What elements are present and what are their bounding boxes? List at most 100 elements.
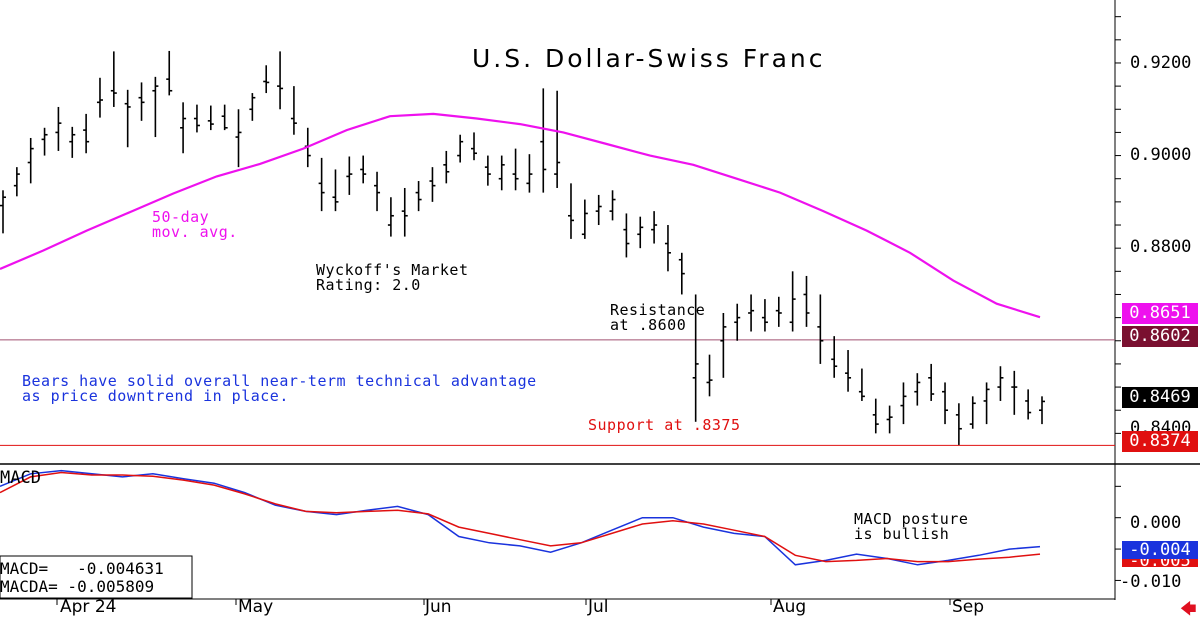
ma-label: 50-day mov. avg.	[152, 208, 238, 241]
macd-note: MACD posture is bullish	[854, 510, 969, 543]
price-bar	[886, 405, 893, 434]
last-price-tag: 0.8469	[1122, 387, 1198, 408]
price-bar	[775, 296, 782, 327]
price-bar	[443, 150, 450, 184]
bearish-note: Bears have solid overall near-term techn…	[22, 372, 537, 405]
price-bar	[401, 187, 408, 237]
price-bar	[706, 354, 713, 397]
price-bar	[235, 109, 242, 168]
ma-value-tag: 0.8651	[1122, 303, 1198, 324]
price-bar	[526, 154, 533, 193]
price-bar	[831, 336, 838, 378]
x-tick-label: Sep	[952, 597, 985, 617]
price-bar	[263, 65, 270, 94]
macd-neg-label: -0.010	[1120, 572, 1182, 592]
macd-zero-label: 0.000	[1130, 513, 1182, 533]
price-bar	[457, 134, 464, 163]
price-bar	[193, 104, 200, 133]
price-bar	[554, 90, 561, 188]
price-bar	[27, 137, 34, 184]
price-bar	[346, 156, 353, 195]
macd-value-tag: -0.004	[1122, 541, 1198, 559]
price-bar	[360, 155, 367, 184]
price-bar	[609, 190, 616, 221]
price-bar	[969, 396, 976, 429]
price-bar	[180, 102, 187, 154]
price-bar	[124, 89, 131, 148]
price-bar	[277, 51, 284, 110]
price-bar	[872, 398, 879, 434]
price-bar	[415, 181, 422, 212]
price-bar	[748, 294, 755, 332]
macd-readout: MACD= -0.004631	[0, 559, 164, 578]
price-bar	[1039, 396, 1045, 425]
macda-value-tag: -0.005	[1122, 559, 1198, 567]
price-bar	[581, 199, 588, 239]
price-bar	[692, 294, 699, 422]
price-bar	[928, 363, 935, 401]
price-bar	[858, 368, 865, 401]
price-bar	[318, 157, 325, 212]
x-tick-label: Aug	[773, 597, 807, 617]
price-bar	[1011, 370, 1018, 415]
price-bar	[678, 252, 685, 295]
price-bar	[332, 169, 339, 212]
price-bar	[997, 366, 1004, 401]
macda-readout: MACDA= -0.005809	[0, 577, 155, 596]
macd-line	[0, 469, 1041, 566]
support-value-tag: 0.8374	[1122, 431, 1198, 452]
rating-label: Wyckoff's Market Rating: 2.0	[316, 261, 469, 294]
price-bar	[1025, 389, 1032, 420]
price-bar	[623, 213, 630, 258]
price-bar	[845, 350, 852, 392]
price-bar	[761, 299, 768, 332]
price-bar	[914, 373, 921, 406]
chart-title: U.S. Dollar-Swiss Franc	[472, 44, 826, 73]
price-bar	[540, 88, 547, 193]
price-bar	[41, 127, 48, 156]
price-bar	[69, 126, 76, 158]
price-bar	[138, 82, 145, 121]
price-bar	[387, 197, 394, 237]
price-bar	[96, 77, 103, 118]
price-bar	[955, 403, 962, 445]
price-bar	[595, 194, 602, 226]
price-bar	[13, 167, 20, 197]
price-bar	[567, 183, 574, 239]
x-tick-label: Jul	[588, 597, 609, 617]
macd-readout-box	[0, 555, 193, 599]
price-bar	[734, 303, 741, 341]
price-bar	[651, 211, 658, 244]
x-tick-label: May	[238, 597, 274, 617]
price-bar	[290, 86, 297, 135]
price-bar	[429, 167, 436, 202]
price-bar	[0, 190, 6, 234]
price-bar	[83, 113, 90, 154]
price-bar	[110, 51, 117, 107]
price-bar	[55, 106, 62, 151]
price-bar	[166, 50, 173, 96]
y-tick-label: 0.9000	[1130, 145, 1192, 165]
price-bar	[803, 275, 810, 327]
price-bar	[983, 382, 990, 425]
price-bar	[249, 93, 256, 121]
price-bar	[789, 271, 796, 332]
x-tick-label: Apr 24	[60, 597, 117, 617]
price-bar	[512, 148, 519, 191]
x-tick-label: Jun	[425, 597, 452, 617]
left-arrow-icon[interactable]: 🡄	[1180, 599, 1197, 618]
price-bar	[484, 155, 491, 186]
macd-title: MACD	[0, 468, 41, 488]
price-bar	[637, 216, 644, 249]
macda-line	[0, 471, 1041, 563]
price-bar	[942, 382, 949, 425]
price-bar	[664, 225, 671, 272]
price-bar	[471, 132, 478, 161]
ma-line	[0, 112, 1041, 319]
price-bar	[498, 155, 505, 191]
price-bar	[817, 294, 824, 364]
price-bar	[374, 171, 381, 212]
support-label: Support at .8375	[588, 416, 741, 434]
price-bar	[900, 382, 907, 425]
